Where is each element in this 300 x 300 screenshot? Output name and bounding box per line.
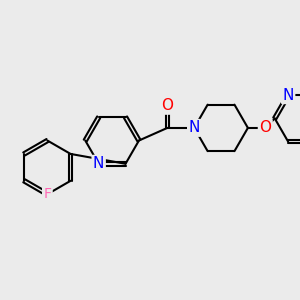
Text: O: O: [259, 120, 271, 135]
Text: O: O: [161, 98, 173, 113]
Text: N: N: [188, 120, 200, 135]
Text: F: F: [44, 187, 51, 201]
Text: N: N: [93, 156, 104, 171]
Text: N: N: [283, 88, 294, 103]
